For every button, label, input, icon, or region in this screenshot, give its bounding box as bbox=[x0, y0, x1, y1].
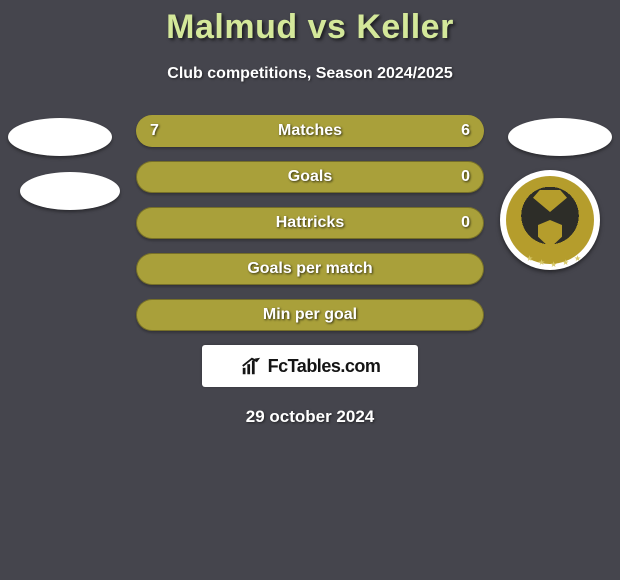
team1-badge-upper bbox=[8, 118, 112, 156]
stat-label: Matches bbox=[278, 122, 342, 140]
stat-row: Min per goal bbox=[136, 299, 484, 331]
page-title: Malmud vs Keller bbox=[0, 0, 620, 47]
stat-fill-right bbox=[323, 115, 484, 147]
team1-badge-lower bbox=[20, 172, 120, 210]
stat-label: Goals per match bbox=[247, 260, 372, 278]
crest-circle: ★ ★ ★ ★ ★ bbox=[506, 176, 594, 264]
attribution-label: FcTables.com bbox=[268, 356, 381, 377]
stat-row: Hattricks 0 bbox=[136, 207, 484, 239]
date-label: 29 october 2024 bbox=[0, 407, 620, 427]
stat-row: Goals 0 bbox=[136, 161, 484, 193]
stat-label: Goals bbox=[288, 168, 332, 186]
crest-star-icon: ★ bbox=[562, 260, 568, 266]
stat-label: Min per goal bbox=[263, 306, 357, 324]
chart-icon bbox=[240, 355, 262, 377]
stat-value-right: 0 bbox=[461, 168, 470, 186]
subtitle: Club competitions, Season 2024/2025 bbox=[0, 65, 620, 83]
stat-row: Matches 7 6 bbox=[136, 115, 484, 147]
crest-star-icon: ★ bbox=[574, 256, 580, 262]
crest-star-icon: ★ bbox=[526, 256, 532, 262]
stat-label: Hattricks bbox=[276, 214, 344, 232]
crest-shield-icon bbox=[538, 220, 562, 248]
crest-star-icon: ★ bbox=[550, 262, 556, 268]
stat-value-right: 6 bbox=[461, 122, 470, 140]
attribution-box: FcTables.com bbox=[202, 345, 418, 387]
stat-value-right: 0 bbox=[461, 214, 470, 232]
crest-star-icon: ★ bbox=[538, 260, 544, 266]
team2-badge-upper bbox=[508, 118, 612, 156]
stat-row: Goals per match bbox=[136, 253, 484, 285]
crest-diamond-icon bbox=[533, 190, 567, 212]
team2-club-crest: ★ ★ ★ ★ ★ bbox=[500, 170, 600, 270]
stat-value-left: 7 bbox=[150, 122, 159, 140]
